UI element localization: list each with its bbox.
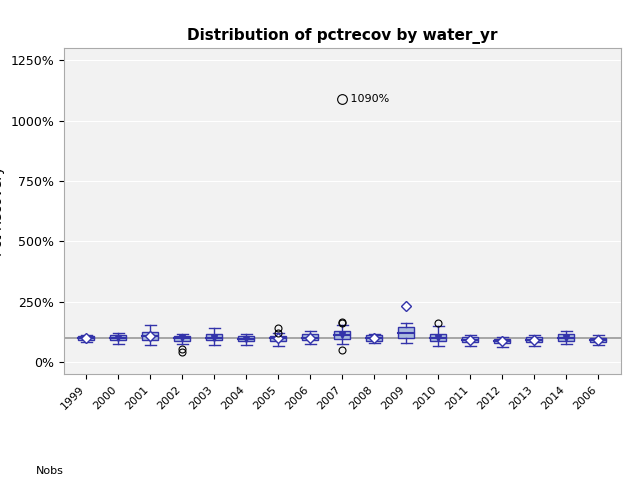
Text: Nobs: Nobs <box>36 466 64 476</box>
Bar <box>558 334 575 341</box>
Bar <box>334 331 351 339</box>
Bar <box>270 336 287 341</box>
Bar <box>526 337 543 342</box>
Text: 1090%: 1090% <box>347 94 390 104</box>
Bar <box>430 334 447 341</box>
Title: Distribution of pctrecov by water_yr: Distribution of pctrecov by water_yr <box>187 28 498 44</box>
Bar <box>206 334 223 340</box>
Bar <box>174 336 191 341</box>
Y-axis label: Pct Recovery: Pct Recovery <box>0 166 5 256</box>
Bar <box>239 336 255 341</box>
Bar <box>590 338 607 342</box>
Bar <box>398 327 415 338</box>
Bar <box>143 332 159 340</box>
Bar <box>462 337 479 342</box>
Bar <box>111 336 127 340</box>
Bar <box>79 336 95 340</box>
Bar <box>302 334 319 340</box>
Bar <box>366 336 383 341</box>
Bar <box>494 339 511 343</box>
